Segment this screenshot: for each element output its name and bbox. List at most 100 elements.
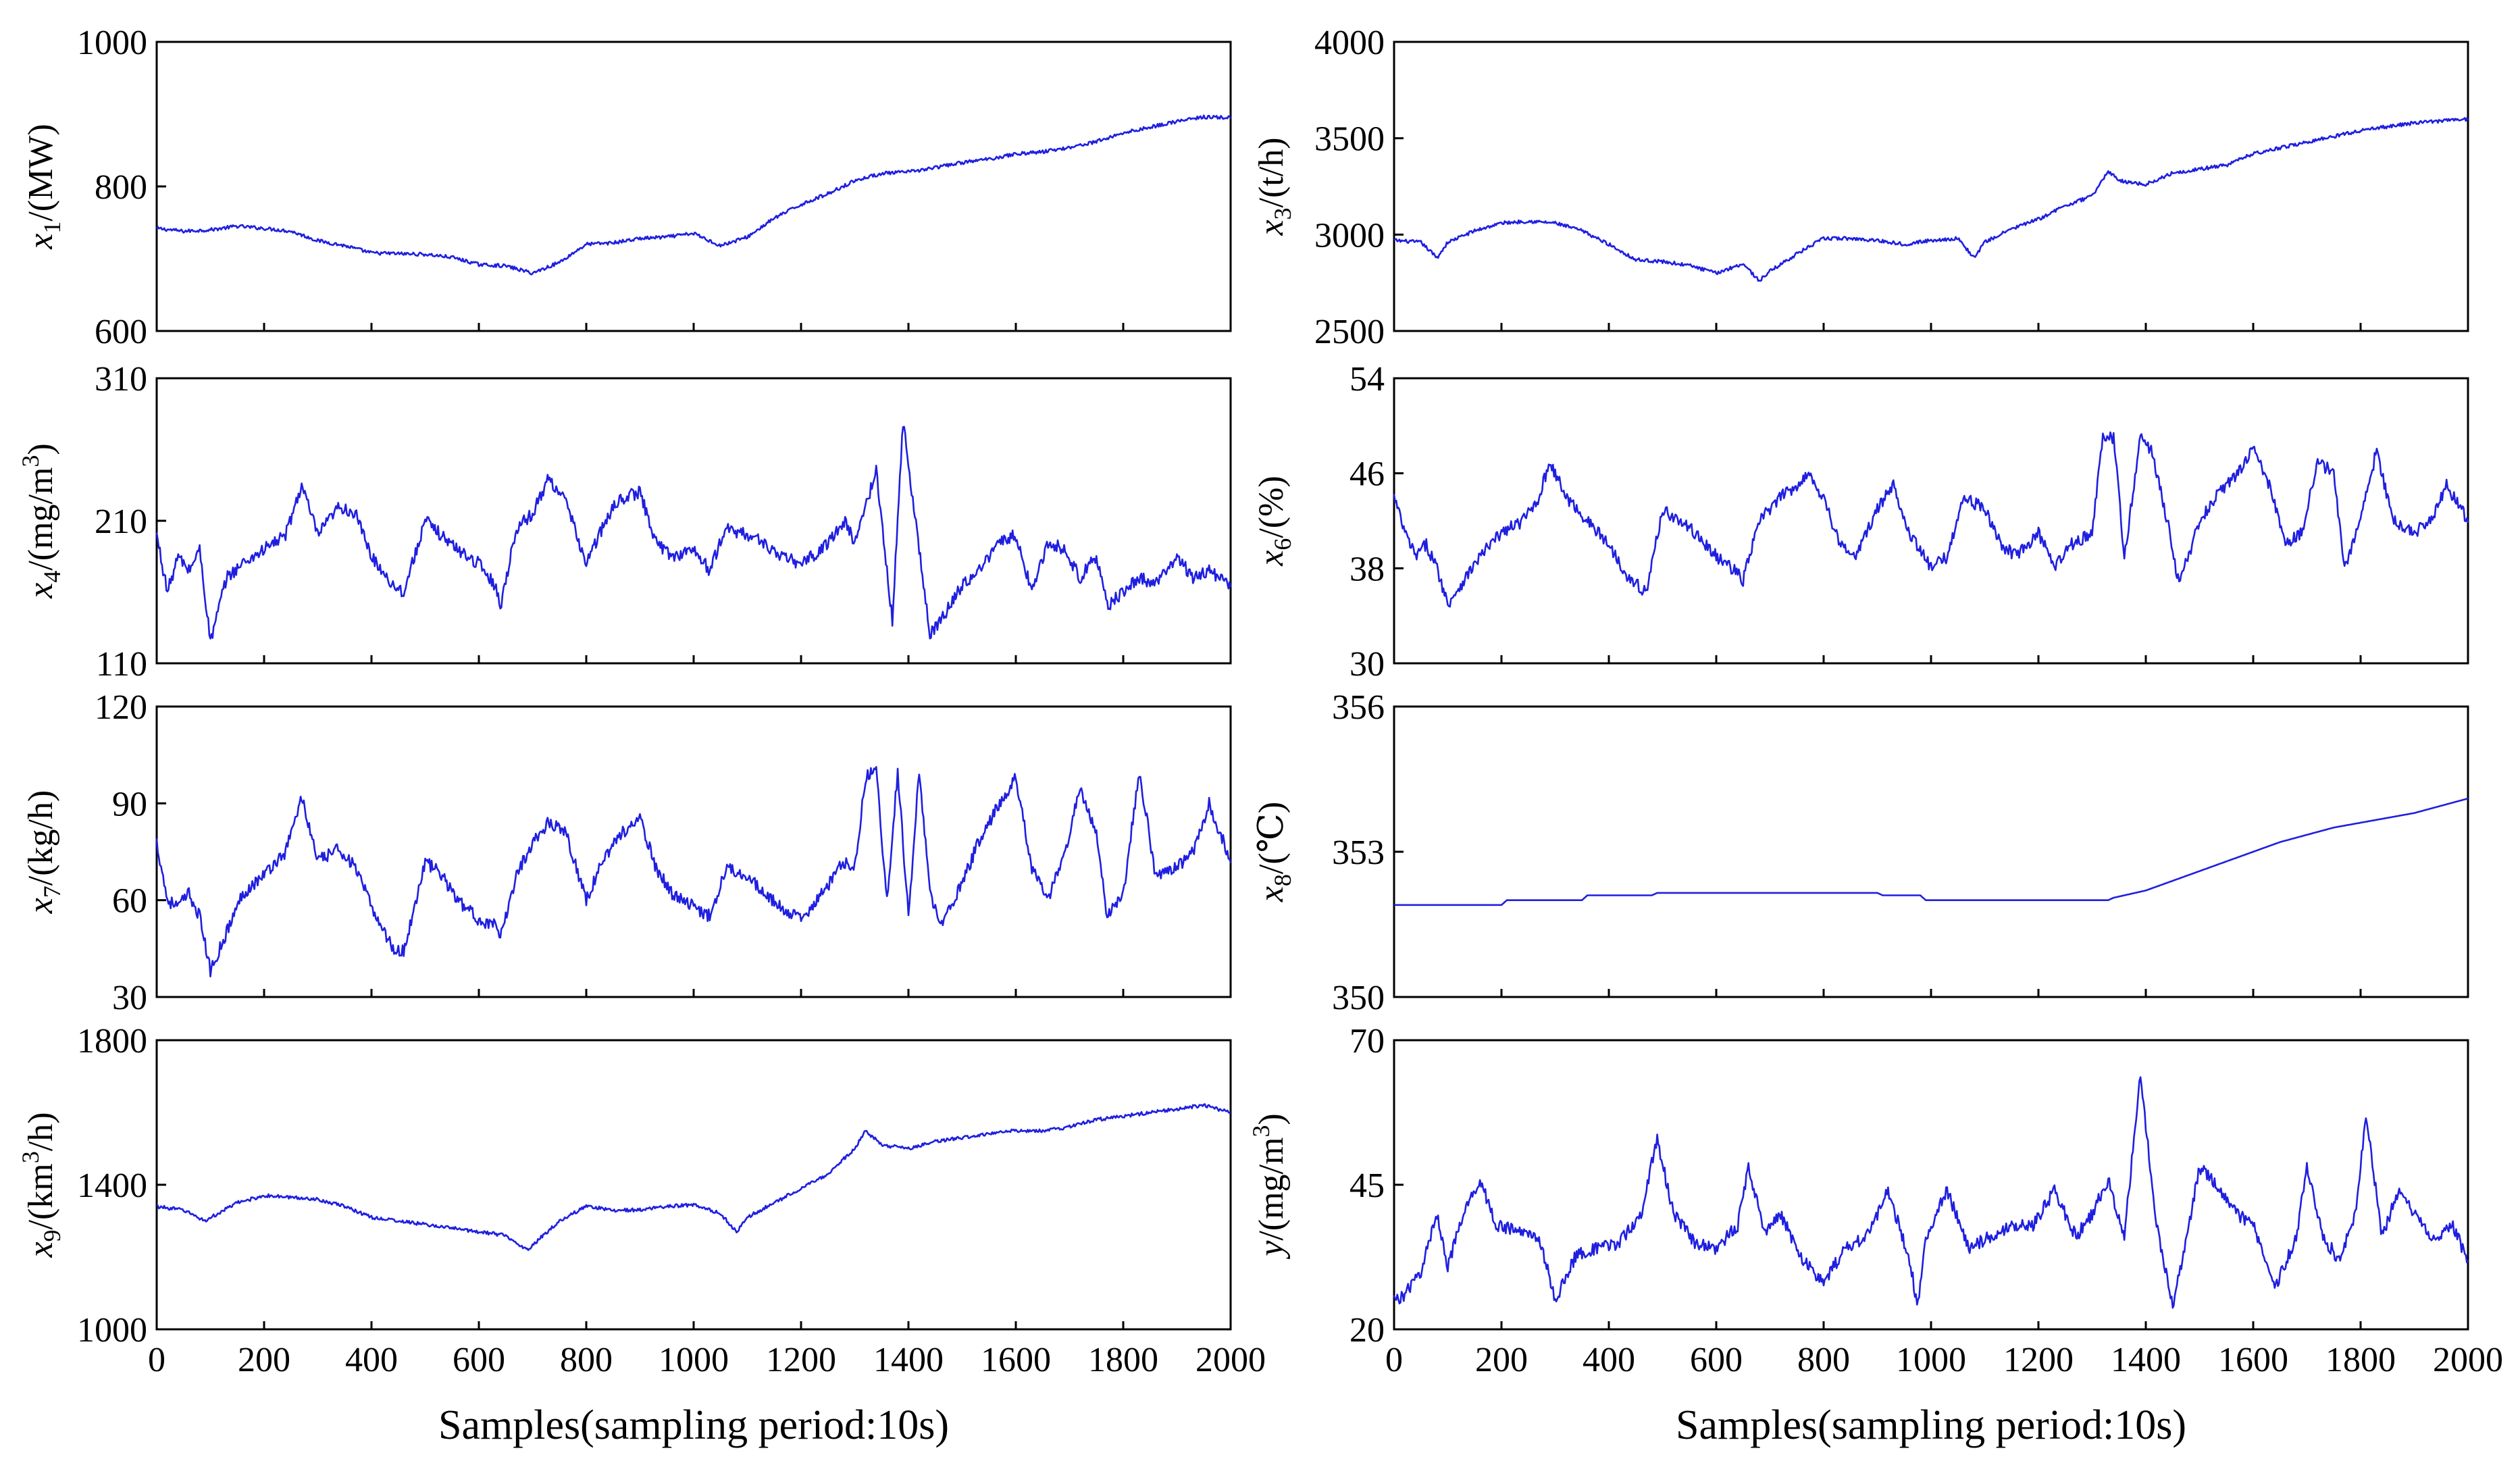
ylabel-superscript: 3: [17, 1151, 44, 1163]
plot-frame-y: [1393, 1039, 2469, 1331]
y-tick-label: 350: [1332, 979, 1385, 1017]
y-tick-label: 4000: [1314, 24, 1385, 62]
panel-y: 0 200 400 600 800 1000 1200 1400 1600 1800 2000 20 4…: [1248, 1022, 2503, 1379]
ylabel-unit: /(kg/h): [22, 790, 60, 886]
ylabel-subscript: 3: [1269, 207, 1296, 220]
y-axis-label-x7: x7/(kg/h): [22, 790, 66, 915]
y-tick-label: 120: [95, 688, 147, 727]
series-line-x6: [1393, 431, 2469, 608]
y-axis-label-x1: x1/(MW): [22, 124, 66, 250]
plot-frame-x8: [1393, 705, 2469, 998]
ylabel-unit-close: ): [1252, 1113, 1291, 1125]
y-tick-label: 1800: [77, 1022, 147, 1060]
x-tick-label: 800: [560, 1341, 613, 1379]
y-axis-label-x3: x3/(t/h): [1252, 137, 1296, 236]
ylabel-unit: /(MW): [22, 124, 60, 221]
ylabel-subscript: 1: [38, 222, 66, 234]
x-tick-label: 600: [1690, 1341, 1743, 1379]
y-axis-label-x8: x8/(℃): [1252, 802, 1296, 902]
y-tick-label: 30: [112, 979, 147, 1017]
x-tick-label: 1800: [1088, 1341, 1158, 1379]
y-tick-label: 1000: [77, 24, 147, 62]
x-tick-label: 400: [1583, 1341, 1635, 1379]
series-line-x1: [156, 114, 1232, 276]
ylabel-subscript: 6: [1269, 538, 1296, 551]
y-tick-label: 70: [1349, 1022, 1385, 1060]
x-tick-label: 1600: [981, 1341, 1051, 1379]
panel-x4: 110 210 310 x4/(mg/m3): [17, 360, 1232, 684]
x-tick-label: 1400: [2111, 1341, 2181, 1379]
y-axis-label-x9: x9/(km3/h): [17, 1112, 66, 1258]
ylabel-unit: /(%): [1252, 476, 1291, 538]
x-tick-label: 600: [453, 1341, 505, 1379]
y-tick-label: 54: [1349, 360, 1385, 399]
series-line-x7: [155, 766, 1232, 977]
panel-x7: 30 60 90 120 x7/(kg/h): [22, 688, 1232, 1017]
plot-frame-x9: [155, 1039, 1232, 1331]
ylabel-unit: /(km: [22, 1163, 60, 1229]
ylabel-symbol: y: [1252, 1240, 1291, 1260]
y-tick-label: 110: [96, 645, 147, 684]
y-axis-label-x6: x6/(%): [1252, 476, 1296, 567]
x-tick-label: 800: [1797, 1341, 1850, 1379]
ylabel-superscript: 3: [17, 455, 44, 467]
ylabel-unit: /(℃): [1252, 802, 1291, 874]
series-line-y: [1393, 1076, 2469, 1309]
x-tick-label: 1000: [659, 1341, 729, 1379]
y-tick-label: 600: [95, 313, 147, 351]
ylabel-symbol: x: [1252, 220, 1291, 236]
x-axis-label-right: Samples(sampling period:10s): [1676, 1402, 2186, 1448]
y-axis-label-y: y/(mg/m3): [1248, 1113, 1291, 1260]
y-tick-label: 38: [1349, 550, 1385, 588]
y-tick-label: 1000: [77, 1311, 147, 1350]
x-tick-label: 1600: [2218, 1341, 2288, 1379]
plot-frame-x1: [155, 41, 1232, 332]
panel-x9: 0 200 400 600 800 1000 1200 1400 1600 1800 2000 100…: [17, 1022, 1266, 1379]
y-tick-label: 20: [1349, 1311, 1385, 1350]
x-tick-label: 1800: [2325, 1341, 2396, 1379]
ylabel-unit: /(mg/m: [1252, 1137, 1291, 1241]
ylabel-subscript: 9: [38, 1229, 66, 1242]
ylabel-superscript: 3: [1248, 1125, 1275, 1137]
panel-x8: 350 353 356 x8/(℃): [1252, 688, 2469, 1017]
y-tick-label: 2500: [1314, 313, 1385, 351]
y-tick-label: 45: [1349, 1167, 1385, 1205]
x-tick-label: 2000: [2433, 1341, 2503, 1379]
x-tick-label: 1200: [766, 1341, 836, 1379]
y-tick-label: 3500: [1314, 120, 1385, 159]
series-line-x4: [155, 426, 1232, 640]
plot-frame-x7: [155, 705, 1232, 998]
y-tick-label: 90: [112, 785, 147, 823]
y-tick-label: 210: [95, 503, 147, 541]
y-tick-label: 46: [1349, 455, 1385, 494]
ylabel-subscript: 8: [1269, 874, 1296, 886]
y-tick-label: 1400: [77, 1167, 147, 1205]
x-axis-label-left: Samples(sampling period:10s): [438, 1402, 949, 1448]
y-tick-label: 353: [1332, 834, 1385, 872]
y-tick-label: 3000: [1314, 216, 1385, 255]
ylabel-unit-close: ): [22, 443, 60, 455]
ylabel-symbol: x: [22, 234, 60, 250]
y-tick-label: 30: [1349, 645, 1385, 684]
x-tick-label: 0: [148, 1341, 165, 1379]
plot-frame-x4: [155, 377, 1232, 665]
x-tick-label: 200: [238, 1341, 290, 1379]
ylabel-symbol: x: [22, 583, 60, 599]
x-tick-label: 1200: [2003, 1341, 2074, 1379]
x-tick-label: 0: [1385, 1341, 1403, 1379]
y-axis-label-x4: x4/(mg/m3): [17, 443, 66, 599]
y-tick-label: 60: [112, 882, 147, 921]
panel-x1: 600 800 1000 x1/(MW): [22, 24, 1232, 351]
y-tick-label: 310: [95, 360, 147, 399]
series-line-x3: [1393, 117, 2469, 282]
plot-frame-x6: [1393, 377, 2469, 665]
ylabel-symbol: x: [22, 898, 60, 914]
y-tick-label: 800: [95, 168, 147, 207]
ylabel-symbol: x: [1252, 551, 1291, 567]
series-line-x9: [156, 1103, 1231, 1252]
panel-x6: 30 38 46 54 x6/(%): [1252, 360, 2469, 684]
x-tick-label: 200: [1475, 1341, 1528, 1379]
series-line-x8: [1394, 797, 2469, 906]
ylabel-unit: /(mg/m: [22, 467, 60, 571]
panel-x3: 2500 3000 3500 4000 x3/(t/h): [1252, 24, 2469, 351]
